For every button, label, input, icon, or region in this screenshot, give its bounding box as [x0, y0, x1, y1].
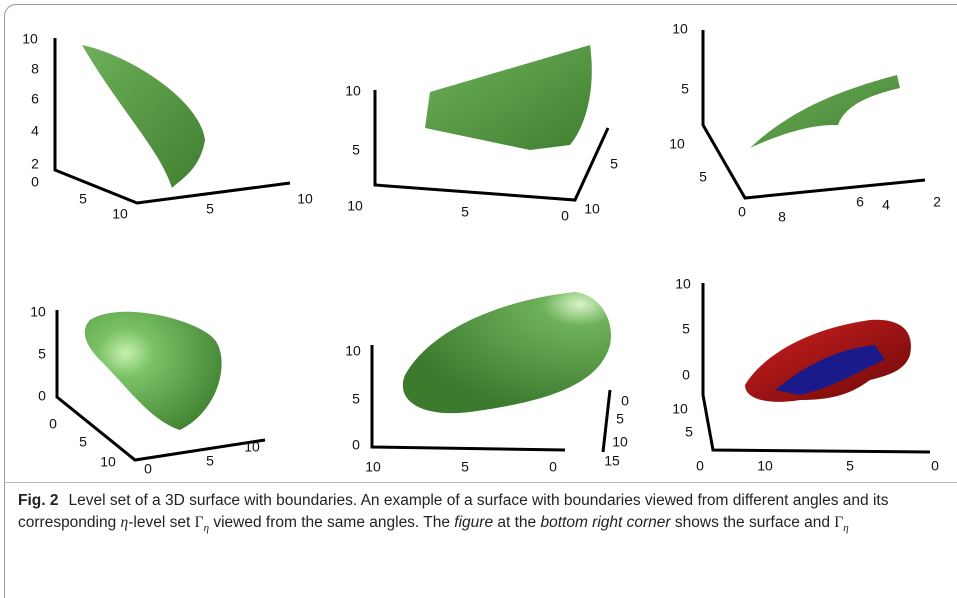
tick-label: 0	[561, 208, 569, 224]
axes	[603, 390, 610, 452]
caption-italic: bottom right corner	[540, 514, 670, 531]
caption-italic: figure	[454, 514, 493, 531]
tick-label: 0	[931, 458, 939, 474]
tick-label: 10	[100, 454, 116, 470]
tick-label: 10	[612, 434, 628, 450]
tick-label: 0	[696, 458, 704, 474]
tick-label: 5	[79, 191, 87, 207]
tick-label: 5	[461, 459, 469, 475]
tick-label: 10	[345, 83, 361, 99]
tick-label: 0	[144, 461, 152, 477]
surface	[425, 45, 592, 150]
tick-label: 8	[31, 61, 39, 77]
tick-label: 10	[30, 304, 46, 320]
tick-label: 15	[604, 453, 620, 469]
tick-label: 6	[856, 194, 864, 210]
tick-label: 5	[206, 201, 214, 217]
tick-label: 2	[933, 194, 941, 210]
tick-label: 5	[616, 411, 624, 427]
tick-label: 10	[297, 191, 313, 207]
tick-label: 5	[699, 169, 707, 185]
tick-label: 10	[669, 136, 685, 152]
caption-text: -level set	[128, 514, 194, 531]
tick-label: 10	[672, 21, 688, 37]
tick-label: 5	[682, 321, 690, 337]
tick-label: 0	[621, 393, 629, 409]
surface	[403, 292, 611, 413]
tick-label: 10	[22, 31, 38, 47]
tick-label: 0	[738, 204, 746, 220]
tick-label: 10	[244, 439, 260, 455]
tick-label: 10	[757, 458, 773, 474]
tick-label: 0	[38, 388, 46, 404]
tick-label: 6	[31, 91, 39, 107]
tick-label: 0	[549, 459, 557, 475]
math-sub: η	[843, 522, 848, 534]
tick-label: 5	[846, 458, 854, 474]
tick-label: 10	[672, 401, 688, 417]
tick-label: 5	[681, 81, 689, 97]
tick-label: 5	[461, 204, 469, 220]
tick-label: 10	[347, 198, 363, 214]
tick-label: 10	[584, 201, 600, 217]
tick-label: 0	[49, 416, 57, 432]
caption-label: Fig. 2	[18, 492, 58, 509]
caption-text: shows the surface and	[671, 514, 835, 531]
tick-label: 5	[610, 156, 618, 172]
caption-text: viewed from the same angles. The	[209, 514, 454, 531]
tick-label: 0	[682, 367, 690, 383]
tick-label: 0	[31, 174, 39, 190]
tick-label: 2	[31, 156, 39, 172]
tick-label: 4	[31, 123, 39, 139]
tick-label: 10	[345, 343, 361, 359]
tick-label: 8	[778, 209, 786, 225]
math: Γ	[834, 514, 843, 531]
caption-text: at the	[493, 514, 540, 531]
tick-label: 5	[352, 391, 360, 407]
surface	[85, 312, 222, 430]
surface	[82, 45, 205, 188]
separator	[4, 482, 957, 483]
page: {"panels": [ {"ticks": ["10", "8", "6", …	[0, 0, 957, 598]
math: Γ	[195, 514, 204, 531]
tick-label: 5	[38, 346, 46, 362]
tick-label: 10	[675, 276, 691, 292]
tick-label: 10	[365, 459, 381, 475]
tick-label: 4	[882, 197, 890, 213]
tick-label: 5	[352, 142, 360, 158]
tick-label: 10	[112, 206, 128, 222]
tick-label: 5	[79, 434, 87, 450]
tick-label: 5	[685, 424, 693, 440]
surface	[750, 75, 900, 148]
tick-label: 5	[206, 453, 214, 469]
tick-label: 0	[352, 437, 360, 453]
